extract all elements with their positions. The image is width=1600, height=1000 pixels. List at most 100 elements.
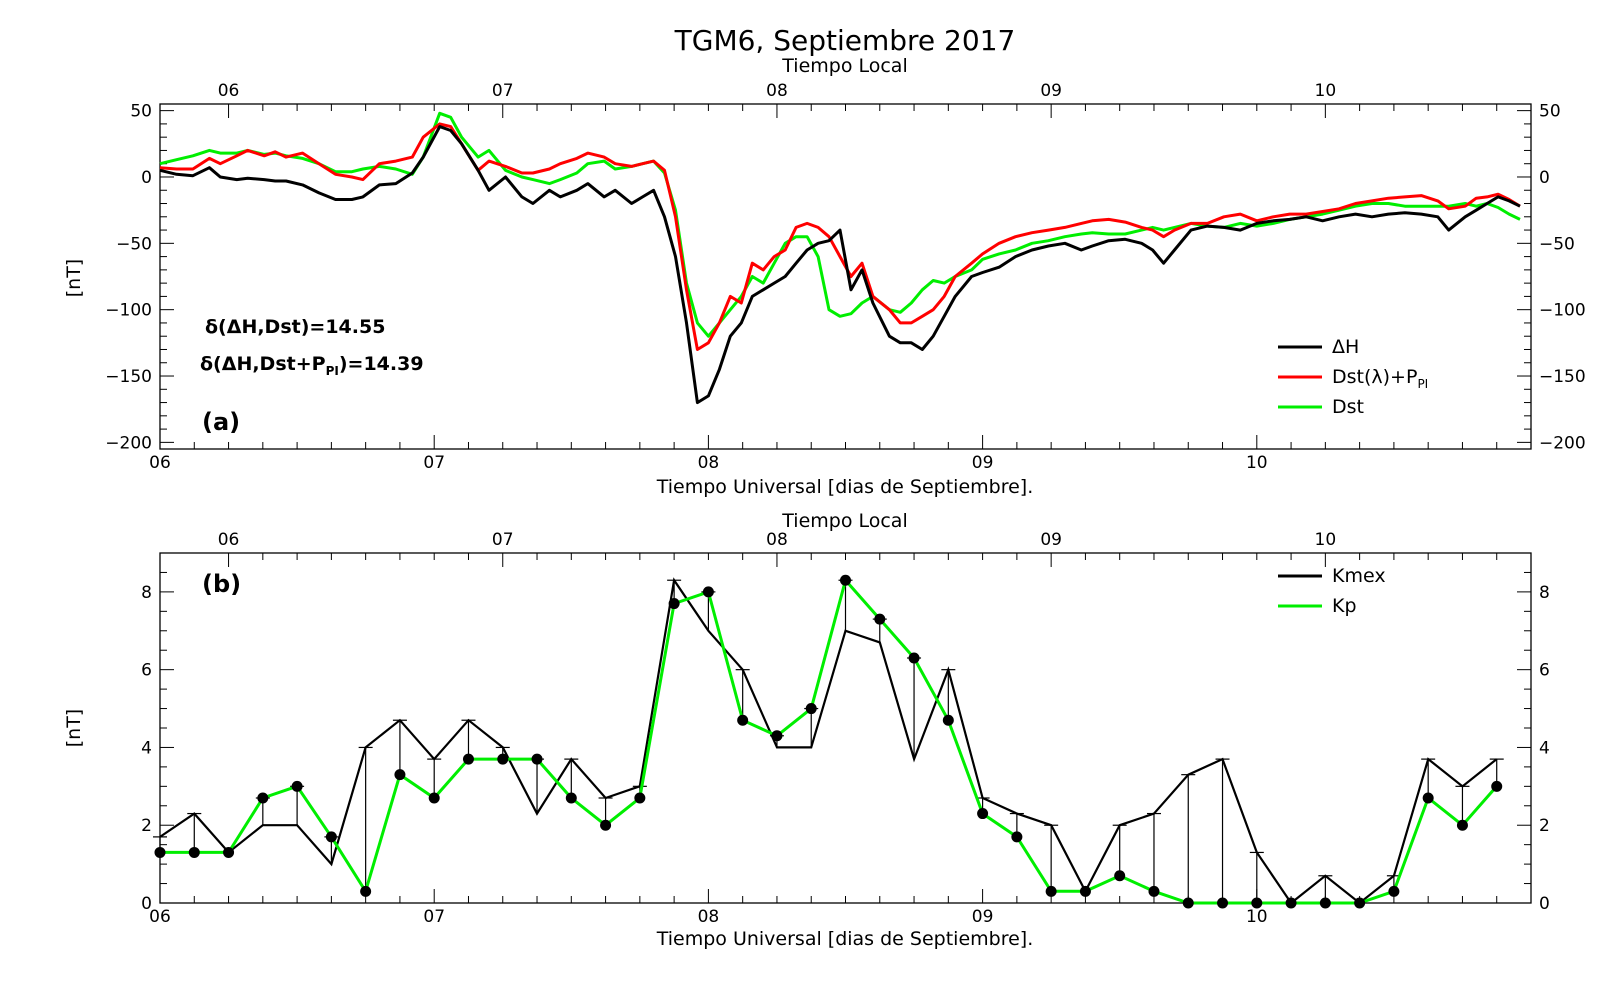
panel-a-x-tick-labels: 06 07 08 09 10 xyxy=(149,453,1267,473)
chart-title: TGM6, Septiembre 2017 xyxy=(674,24,1016,57)
panel-b-xlabel: Tiempo Universal [dias de Septiembre]. xyxy=(656,928,1034,950)
legend-dst-ppi-main: Dst(λ)+P xyxy=(1332,366,1417,388)
kp-point xyxy=(942,714,954,726)
y-tick-label-right: 4 xyxy=(1539,738,1550,758)
x-tick-label-top: 06 xyxy=(218,530,240,550)
y-tick-label-right: −100 xyxy=(1539,301,1586,321)
annotation-delta-dst-ppi-subscript: PI xyxy=(326,364,339,378)
kp-point xyxy=(154,846,166,858)
kp-point xyxy=(497,753,509,765)
kp-point xyxy=(1079,885,1091,897)
kp-point xyxy=(1182,897,1194,909)
kp-point xyxy=(1251,897,1263,909)
series-dst-line xyxy=(159,111,1521,338)
kp-point xyxy=(805,703,817,715)
panel-a-top-axis-label: Tiempo Local xyxy=(781,55,907,77)
series-dst-ppi-line xyxy=(159,122,1521,351)
kp-point xyxy=(1011,831,1023,843)
kp-point xyxy=(1285,897,1297,909)
x-tick-label-bottom: 07 xyxy=(423,453,445,473)
legend-dst-ppi-label: Dst(λ)+PPI xyxy=(1332,366,1428,391)
annotation-delta-dst: δ(ΔH,Dst)=14.55 xyxy=(205,316,385,338)
y-tick-label-right: 0 xyxy=(1539,168,1550,188)
kp-point xyxy=(600,819,612,831)
legend-dst-ppi-subscript: PI xyxy=(1417,377,1428,391)
x-tick-label-bottom: 09 xyxy=(972,453,994,473)
panel-b-x-tick-labels: 06 07 08 09 10 xyxy=(149,907,1267,927)
x-tick-label-top: 07 xyxy=(492,81,514,101)
kp-point xyxy=(1319,897,1331,909)
x-tick-label-bottom: 06 xyxy=(149,907,171,927)
y-tick-label-left: 50 xyxy=(130,102,152,122)
kp-point xyxy=(1148,885,1160,897)
kp-point xyxy=(428,792,440,804)
kp-point xyxy=(223,846,235,858)
y-tick-label-left: −50 xyxy=(116,234,152,254)
panel-b-label: (b) xyxy=(202,570,241,598)
y-tick-label-left: 6 xyxy=(141,661,152,681)
kp-point xyxy=(462,753,474,765)
series-kmex-line xyxy=(159,577,1498,905)
x-tick-label-bottom: 09 xyxy=(972,907,994,927)
kp-point xyxy=(977,808,989,820)
kp-point xyxy=(1422,792,1434,804)
y-tick-label-right: −150 xyxy=(1539,367,1586,387)
kp-point xyxy=(702,586,714,598)
x-tick-label-bottom: 10 xyxy=(1246,453,1268,473)
y-tick-label-left: 0 xyxy=(141,168,152,188)
kp-point xyxy=(360,885,372,897)
legend-dst-label: Dst xyxy=(1332,396,1364,418)
series-delta-h-line xyxy=(159,125,1521,405)
x-tick-label-top: 08 xyxy=(766,81,788,101)
y-tick-label-left: 0 xyxy=(141,894,152,914)
kp-point xyxy=(1045,885,1057,897)
annotation-delta-dst-ppi: δ(ΔH,Dst+PPI)=14.39 xyxy=(200,353,424,378)
legend-kp-label: Kp xyxy=(1332,595,1357,617)
kp-point xyxy=(874,613,886,625)
kp-point xyxy=(394,769,406,781)
panel-a-frame xyxy=(159,103,1532,450)
kp-point xyxy=(1354,897,1366,909)
kp-point xyxy=(737,714,749,726)
x-tick-label-bottom: 07 xyxy=(423,907,445,927)
x-tick-label-top: 10 xyxy=(1315,530,1337,550)
panel-a-y-tick-labels: 50 50 0 0 −50 −50 −100 −100 −150 −150 −200 −200 xyxy=(105,102,1585,454)
kp-point xyxy=(291,780,303,792)
panel-b-top-tick-labels: 06 07 08 09 10 xyxy=(218,530,1336,550)
panel-a-label: (a) xyxy=(202,408,240,436)
y-tick-label-right: 6 xyxy=(1539,661,1550,681)
x-tick-label-bottom: 08 xyxy=(698,453,720,473)
kp-point xyxy=(188,846,200,858)
kp-point xyxy=(531,753,543,765)
panel-a-ticks xyxy=(159,104,1532,449)
y-tick-label-right: −50 xyxy=(1539,234,1575,254)
y-tick-label-right: 8 xyxy=(1539,583,1550,603)
panel-b-y-tick-labels: 0 0 2 2 4 4 6 6 8 8 xyxy=(141,583,1550,914)
y-tick-label-right: 0 xyxy=(1539,894,1550,914)
series-kp-line xyxy=(160,577,1498,905)
kp-point xyxy=(1456,819,1468,831)
panel-a: Tiempo Local 50 50 0 0 −50 −50 −100 −100 −150 −15… xyxy=(63,55,1586,498)
panel-a-xlabel: Tiempo Universal [dias de Septiembre]. xyxy=(656,476,1034,498)
x-tick-label-bottom: 08 xyxy=(698,907,720,927)
x-tick-label-top: 06 xyxy=(218,81,240,101)
x-tick-label-top: 10 xyxy=(1315,81,1337,101)
panel-a-top-tick-labels: 06 07 08 09 10 xyxy=(218,81,1336,101)
y-tick-label-right: 50 xyxy=(1539,102,1561,122)
panel-b-legend: Kmex Kp xyxy=(1278,565,1386,617)
x-tick-label-bottom: 06 xyxy=(149,453,171,473)
y-tick-label-left: 2 xyxy=(141,816,152,836)
y-tick-label-left: 4 xyxy=(141,738,152,758)
legend-kmex-label: Kmex xyxy=(1332,565,1386,587)
y-tick-label-right: 2 xyxy=(1539,816,1550,836)
legend-dh-label: ΔH xyxy=(1332,336,1359,358)
y-tick-label-left: −200 xyxy=(105,433,152,453)
panel-b: Tiempo Local 0 02 24 46 68 8 06 07 08 09 10 06 07 0… xyxy=(63,510,1550,950)
kp-point xyxy=(668,598,680,610)
kp-point xyxy=(771,730,783,742)
kp-point xyxy=(1388,885,1400,897)
x-tick-label-top: 09 xyxy=(1040,81,1062,101)
kp-point xyxy=(565,792,577,804)
y-tick-label-left: −100 xyxy=(105,301,152,321)
y-tick-label-left: 8 xyxy=(141,583,152,603)
